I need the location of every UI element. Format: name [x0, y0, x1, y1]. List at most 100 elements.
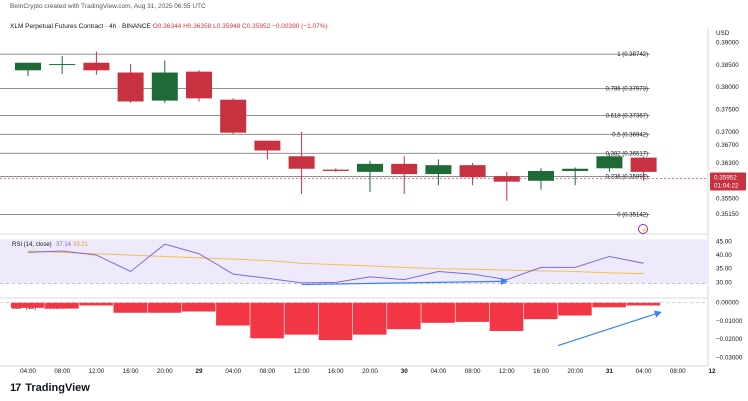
- bbp-divergence-arrow: [557, 310, 662, 347]
- candle-body: [493, 176, 520, 182]
- x-axis-tick: 16:00: [328, 368, 344, 375]
- candle-body: [151, 72, 178, 101]
- price-axis-tick: 0.35150: [716, 211, 739, 218]
- rsi-ma-line: [27, 250, 644, 275]
- candle-body: [254, 140, 281, 151]
- rsi-band: [0, 239, 708, 284]
- x-axis-tick: 08:00: [670, 368, 686, 375]
- x-axis-tick: 04:00: [20, 368, 36, 375]
- open-value: O0.36344: [152, 23, 182, 30]
- fib-level-label: 0.618 (0.37367): [606, 113, 648, 119]
- fib-level-label: 0.786 (0.37973): [606, 86, 648, 92]
- price-axis-tick: 0.36700: [716, 142, 739, 149]
- bbp-bar: [113, 302, 148, 313]
- bbp-bar: [147, 302, 182, 313]
- fib-level-label: 0.382 (0.36517): [606, 151, 648, 157]
- bbp-axis-tick: −0.03000: [716, 354, 743, 361]
- bbp-bar: [387, 302, 421, 330]
- bbp-bar: [352, 302, 387, 335]
- bbp-bar: [455, 302, 490, 322]
- price-axis-tick: 0.37000: [716, 129, 739, 136]
- x-axis-tick: 31: [606, 368, 614, 375]
- rsi-axis-tick: 40.00: [716, 252, 732, 259]
- rsi-divergence-arrow: [301, 277, 508, 286]
- candle-body: [322, 169, 349, 171]
- fib-level-label: 0.5 (0.36942): [612, 132, 648, 138]
- credit-text: BeInCrypto created with TradingView.com,…: [10, 3, 206, 10]
- x-axis-tick: 30: [401, 368, 409, 375]
- bbp-bar: [10, 302, 45, 308]
- x-axis-tick: 12: [708, 368, 716, 375]
- bbp-bar: [284, 302, 319, 335]
- x-axis-tick: 08:00: [260, 368, 276, 375]
- bbp-bar: [318, 302, 353, 341]
- x-axis-tick: 12:00: [499, 368, 515, 375]
- bbp-bar: [489, 302, 524, 331]
- event-marker-glyph: ⚡: [641, 227, 647, 234]
- fib-level-label: 0.236 (0.35997): [606, 174, 648, 180]
- bbp-bar: [250, 302, 284, 339]
- fib-level-label: 0 (0.35142): [617, 213, 648, 219]
- x-axis-tick: 04:00: [225, 368, 241, 375]
- fib-level-label: 1 (0.38742): [617, 52, 648, 58]
- bbp-bar: [523, 302, 558, 320]
- change-value: −0.00390 (−1.07%): [272, 23, 328, 30]
- candle-body: [357, 163, 383, 172]
- rsi-line: [27, 243, 644, 284]
- x-axis-tick: 12:00: [89, 368, 105, 375]
- candle-body: [425, 165, 452, 175]
- bbp-bar: [181, 302, 216, 312]
- bbp-bar: [558, 302, 592, 316]
- candle-body: [288, 156, 315, 169]
- symbol-title: XLM Perpetual Futures Contract · 4h · BI…: [10, 23, 328, 30]
- symbol-label: XLM Perpetual Futures Contract · 4h · BI…: [10, 23, 151, 30]
- event-marker-icon: [638, 224, 648, 234]
- x-axis-tick: 08:00: [465, 368, 481, 375]
- candle-body: [391, 163, 418, 175]
- candle-body: [596, 156, 623, 169]
- price-axis-tick: 0.36300: [716, 160, 739, 167]
- candle-body: [117, 72, 144, 102]
- tradingview-logo-icon: 17: [10, 382, 21, 394]
- candle-body: [83, 62, 110, 71]
- rsi-ma-value: 33.21: [73, 242, 89, 248]
- current-price-tag: [710, 172, 746, 191]
- candle-body: [528, 170, 554, 181]
- rsi-axis-tick: 45.00: [716, 238, 732, 245]
- candle-body: [220, 99, 247, 133]
- candle-body: [15, 62, 41, 71]
- price-axis-tick: 0.35500: [716, 196, 739, 203]
- x-axis-tick: 20:00: [157, 368, 173, 375]
- bbp-bar: [421, 302, 455, 323]
- rsi-value: 37.14: [56, 242, 72, 248]
- candle-body: [49, 64, 76, 66]
- price-axis-tick: 0.38500: [716, 62, 739, 69]
- bbp-bar: [216, 302, 250, 326]
- x-axis-tick: 20:00: [567, 368, 583, 375]
- bbp-axis-tick: −0.02000: [716, 336, 743, 343]
- logo-text: TradingView: [25, 382, 90, 394]
- price-axis-tick: 0.37500: [716, 107, 739, 114]
- x-axis-tick: 16:00: [123, 368, 139, 375]
- candle-body: [630, 157, 657, 172]
- bbp-bar: [592, 302, 626, 308]
- price-axis-tick: 0.38000: [716, 84, 739, 91]
- x-axis-tick: 16:00: [533, 368, 549, 375]
- tradingview-logo[interactable]: 17 TradingView: [10, 382, 90, 394]
- bbp-bar: [45, 302, 79, 309]
- rsi-axis-tick: 30.00: [716, 279, 732, 286]
- bbp-title: BBP (13): [12, 305, 36, 311]
- bbp-axis-tick: 0.00000: [716, 300, 739, 307]
- candle-body: [459, 165, 486, 178]
- x-axis-tick: 29: [195, 368, 203, 375]
- countdown-label: 01:04:22: [714, 182, 739, 189]
- x-axis-tick: 12:00: [294, 368, 310, 375]
- price-axis-unit: USD: [716, 30, 730, 37]
- candle-body: [186, 71, 212, 99]
- x-axis-tick: 04:00: [636, 368, 652, 375]
- x-axis-tick: 20:00: [362, 368, 378, 375]
- candle-body: [562, 168, 589, 171]
- bbp-axis-tick: −0.01000: [716, 318, 743, 325]
- bbp-bar: [626, 302, 661, 306]
